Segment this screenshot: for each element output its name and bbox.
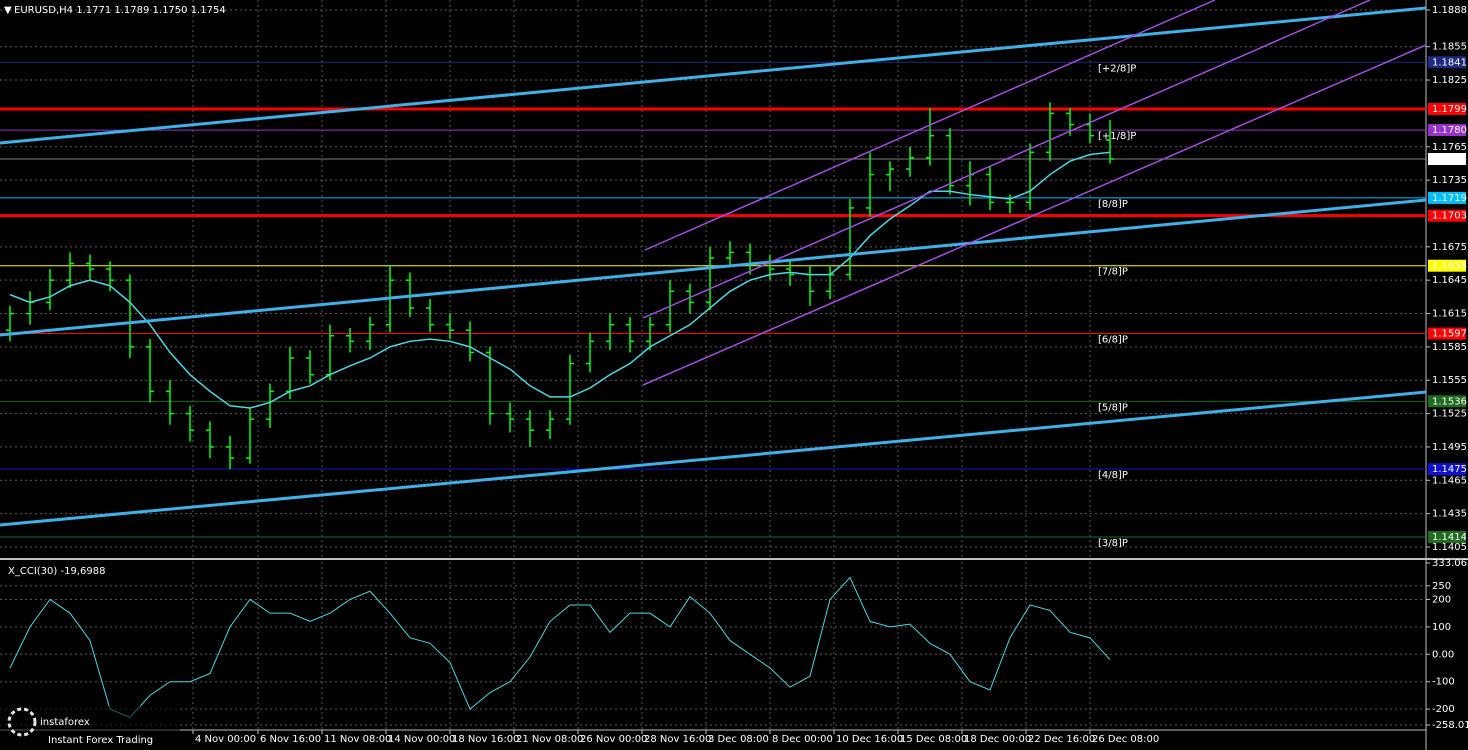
murray-label: [+2/8]P [1098,63,1136,74]
price-box-label: 1.1536 [1432,396,1467,407]
x-tick-label: 10 Dec 16:00 [836,734,903,745]
cci-line [9,576,1111,718]
x-tick-label: 22 Dec 16:00 [1028,734,1095,745]
brand-tagline: Instant Forex Trading [48,735,153,746]
murray-label: [+1/8]P [1098,131,1136,142]
menu-arrow[interactable]: ▼ [4,5,12,16]
price-box [1428,327,1466,340]
y-tick-label: 333.061 [1432,558,1468,569]
murray-label: [7/8]P [1098,267,1128,278]
channel-line [642,0,1371,319]
y-tick-label: -200 [1432,704,1455,715]
indicator-title: X_CCI(30) -19,6988 [8,566,105,577]
murray-label: [6/8]P [1098,335,1128,346]
trend-line [0,390,1427,527]
y-tick-label: 1.1405 [1432,542,1467,553]
price-box [1428,395,1466,408]
price-box-label: 1.1780 [1432,125,1467,136]
y-tick-label: 0.00 [1432,649,1454,660]
price-box [1428,463,1466,476]
y-tick-label: -258.013 [1432,720,1468,731]
y-tick-label: 1.1735 [1432,175,1467,186]
y-tick-label: 1.1855 [1432,42,1467,53]
y-tick-label: 1.1525 [1432,409,1467,420]
price-box [1428,191,1466,204]
murray-label: [4/8]P [1098,470,1128,481]
y-tick-label: 1.1555 [1432,375,1467,386]
y-tick-label: 1.1645 [1432,275,1467,286]
price-box-label: 1.1754 [1432,154,1467,165]
channel-line [642,44,1427,386]
y-tick-label: 250 [1432,581,1451,592]
x-tick-label: 15 Dec 08:00 [900,734,967,745]
chart-title: EURUSD,H4 1.1771 1.1789 1.1750 1.1754 [14,5,226,16]
brand: instaforex Instant Forex Trading [0,706,180,750]
x-tick-label: 11 Nov 08:00 [324,734,391,745]
x-tick-label: 4 Nov 00:00 [195,734,256,745]
regression-channel [642,0,1427,386]
murray-label: [8/8]P [1098,199,1128,210]
x-tick-label: 18 Dec 00:00 [964,734,1031,745]
price-box-label: 1.1841 [1432,57,1467,68]
brand-logo [7,707,37,737]
brand-name: instaforex [40,717,90,728]
x-tick-label: 3 Dec 08:00 [708,734,769,745]
price-box-label: 1.1703 [1432,211,1467,222]
y-tick-label: 1.1585 [1432,342,1467,353]
price-box-label: 1.1719 [1432,193,1467,204]
y-tick-label: 1.1765 [1432,142,1467,153]
x-tick-label: 28 Nov 16:00 [644,734,711,745]
y-tick-label: 1.1615 [1432,309,1467,320]
price-box-label: 1.1597 [1432,329,1467,340]
y-tick-label: 1.1825 [1432,75,1467,86]
y-tick-label: -100 [1432,677,1455,688]
price-box [1428,56,1466,69]
price-box-label: 1.1414 [1432,532,1467,543]
y-tick-label: 1.1495 [1432,442,1467,453]
price-box [1428,530,1466,543]
y-tick-label: 1.1435 [1432,509,1467,520]
x-tick-label: 14 Nov 00:00 [388,734,455,745]
x-tick-label: 26 Dec 08:00 [1092,734,1159,745]
x-tick-label: 21 Nov 08:00 [516,734,583,745]
y-tick-label: 1.1465 [1432,475,1467,486]
murray-label: [5/8]P [1098,402,1128,413]
price-box-label: 1.1799 [1432,104,1467,115]
murray-label: [3/8]P [1098,538,1128,549]
y-tick-label: 1.1888 [1432,5,1467,16]
price-box-label: 1.1658 [1432,261,1467,272]
x-tick-label: 8 Dec 00:00 [772,734,833,745]
channel-line [644,0,1216,251]
trend-line [0,6,1427,145]
trend-line [0,198,1427,337]
trend-lines [0,6,1427,527]
price-box-label: 1.1475 [1432,464,1467,475]
x-tick-label: 18 Nov 16:00 [452,734,519,745]
x-tick-label: 26 Nov 00:00 [580,734,647,745]
y-tick-label: 1.1675 [1432,242,1467,253]
price-box [1428,102,1466,115]
price-box [1428,124,1466,137]
price-box [1428,209,1466,222]
y-tick-label: 200 [1432,594,1451,605]
price-box [1428,152,1466,165]
x-tick-label: 6 Nov 16:00 [260,734,321,745]
price-box [1428,259,1466,272]
y-tick-label: 100 [1432,622,1451,633]
